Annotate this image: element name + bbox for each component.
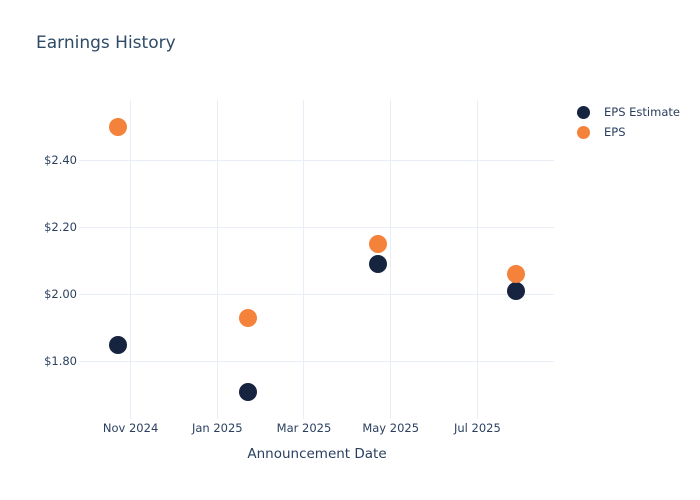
chart-title: Earnings History	[36, 33, 176, 53]
x-tick-label: May 2025	[362, 421, 420, 435]
legend-label-eps: EPS	[604, 125, 626, 139]
eps-estimate-point[interactable]	[108, 335, 127, 354]
y-gridline	[79, 293, 554, 295]
x-gridline	[390, 100, 392, 419]
eps-point[interactable]	[368, 235, 387, 254]
y-gridline	[79, 360, 554, 362]
legend: EPS Estimate EPS	[577, 104, 680, 140]
y-gridline	[79, 226, 554, 228]
legend-label-eps-estimate: EPS Estimate	[604, 105, 680, 119]
eps-estimate-point[interactable]	[507, 282, 526, 300]
x-tick-label: Nov 2024	[102, 421, 159, 435]
y-tick-label: $2.00	[44, 287, 77, 302]
legend-item-eps[interactable]: EPS	[577, 124, 680, 140]
x-tick-label: Jul 2025	[454, 421, 501, 435]
eps-point[interactable]	[238, 308, 257, 327]
y-tick-label: $2.20	[44, 220, 77, 235]
x-gridline	[216, 100, 218, 419]
eps-estimate-point[interactable]	[238, 382, 257, 401]
x-gridline	[130, 100, 132, 419]
y-gridline	[79, 159, 554, 161]
eps-marker-icon	[577, 125, 590, 139]
legend-item-eps-estimate[interactable]: EPS Estimate	[577, 104, 680, 120]
eps-estimate-marker-icon	[577, 105, 590, 119]
x-gridline	[303, 100, 305, 419]
x-gridline	[476, 100, 478, 419]
eps-estimate-point[interactable]	[368, 255, 387, 274]
eps-point[interactable]	[108, 117, 127, 136]
y-tick-label: $2.40	[44, 153, 77, 168]
eps-point[interactable]	[507, 265, 526, 284]
y-tick-label: $1.80	[44, 354, 77, 369]
x-tick-label: Mar 2025	[276, 421, 332, 435]
x-axis-title: Announcement Date	[247, 446, 387, 462]
x-tick-label: Jan 2025	[191, 421, 243, 435]
